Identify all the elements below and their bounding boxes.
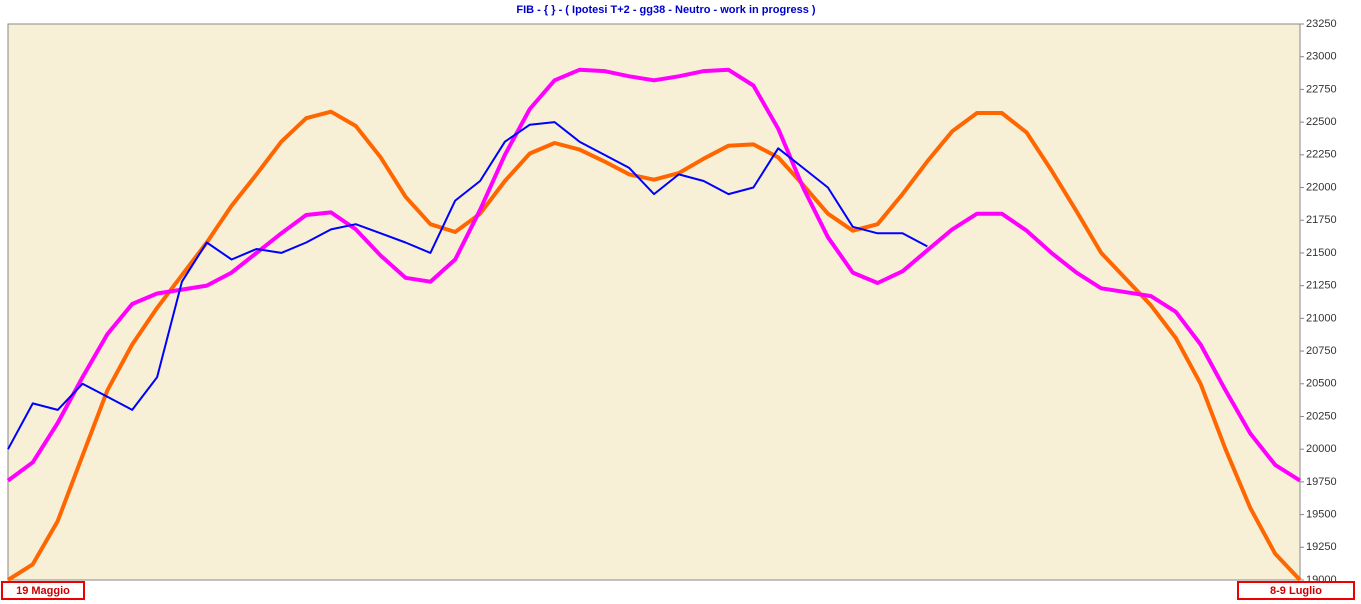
y-tick-label: 20250 [1306,410,1337,422]
y-tick-label: 19500 [1306,508,1337,520]
plot-area [7,23,1301,581]
annotation: 19 Maggio [16,585,70,597]
y-tick-label: 19750 [1306,476,1337,488]
y-tick-label: 22250 [1306,149,1337,161]
y-tick-label: 20500 [1306,378,1337,390]
series-line [6,109,1302,582]
y-tick-label: 22500 [1306,116,1337,128]
y-tick-label: 22750 [1306,83,1337,95]
y-tick-label: 21000 [1306,312,1337,324]
series-line [7,121,928,450]
chart-title: FIB - { } - ( Ipotesi T+2 - gg38 - Neutr… [516,4,816,16]
annotation-box [1,581,85,600]
y-tick-label: 19250 [1306,541,1337,553]
annotation-box [1237,581,1355,600]
y-tick-label: 22000 [1306,181,1337,193]
y-tick-label: 23000 [1306,51,1337,63]
y-tick-label: 20750 [1306,345,1337,357]
y-tick-label: 23250 [1306,18,1337,30]
y-tick-label: 21500 [1306,247,1337,259]
series-line [6,67,1302,483]
y-tick-label: 20000 [1306,443,1337,455]
y-tick-label: 21750 [1306,214,1337,226]
y-tick-label: 21250 [1306,280,1337,292]
annotation: 8-9 Luglio [1270,585,1322,597]
